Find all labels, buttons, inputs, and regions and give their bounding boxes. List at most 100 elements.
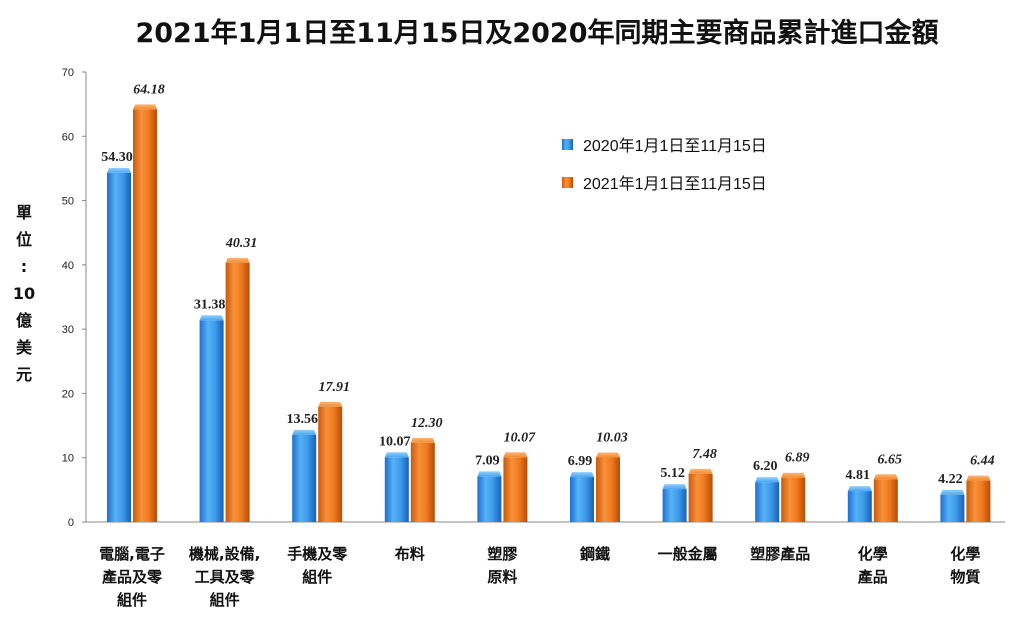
bar-group: [225, 257, 250, 522]
bar-group: [292, 429, 317, 522]
legend-item-2020: 2020年1月1日至11月15日: [562, 137, 767, 155]
bar-top: [384, 452, 409, 458]
bar-group: [847, 486, 872, 522]
bar-group: [662, 484, 687, 522]
bar-top: [503, 452, 528, 458]
bar-2021: [781, 477, 806, 522]
bar-2021: [318, 406, 343, 522]
legend-label-2021: 2021年1月1日至11月15日: [583, 175, 767, 193]
bar-top: [596, 452, 620, 458]
bar-top: [847, 486, 872, 492]
bar-top: [966, 475, 991, 481]
bar-2021: [966, 480, 991, 522]
bar-top: [570, 472, 594, 478]
category-label: 塑膠產品: [750, 545, 810, 563]
bar-2020: [199, 320, 224, 522]
bar-group: [966, 475, 991, 522]
y-tick-label: 60: [62, 131, 74, 143]
y-axis-label-char: :: [21, 257, 27, 276]
data-label-2021: 6.44: [970, 454, 995, 469]
bar-2021: [596, 457, 620, 522]
bar-group: [596, 452, 620, 522]
bar-2020: [384, 457, 409, 522]
category-label-line: 電腦,電子: [99, 545, 165, 563]
y-axis-label: 單位: 10 億美元: [13, 203, 35, 384]
bar-2021: [873, 479, 898, 522]
bar-top: [688, 468, 713, 474]
bar-top: [781, 472, 806, 478]
category-label-line: 手機及零: [287, 545, 348, 563]
bar-2020: [107, 172, 131, 522]
category-label-line: 工具及零: [195, 568, 256, 586]
bar-2020: [755, 482, 780, 522]
bar-group: [873, 474, 898, 522]
bar-top: [225, 257, 250, 263]
data-label-2021: 64.18: [133, 82, 165, 97]
bar-2021: [225, 262, 250, 522]
bar-group: [503, 452, 528, 522]
bar-top: [410, 437, 435, 443]
data-label-2021: 40.31: [225, 236, 258, 251]
y-tick-label: 0: [68, 517, 74, 529]
y-tick-label: 50: [62, 196, 74, 208]
bar-group: [107, 167, 131, 522]
bar-2020: [847, 491, 872, 522]
bar-2021: [133, 109, 157, 523]
data-label-2021: 10.03: [596, 431, 628, 446]
bar-group: [477, 471, 502, 522]
bar-top: [662, 484, 687, 490]
data-label-2020: 7.09: [475, 453, 500, 468]
bar-top: [133, 104, 157, 110]
bar-2021: [503, 457, 528, 522]
category-label-line: 化學: [858, 545, 888, 563]
legend-item-2021: 2021年1月1日至11月15日: [562, 175, 767, 193]
y-tick-label: 70: [62, 67, 74, 79]
data-label-2020: 4.81: [846, 468, 871, 483]
category-label-line: 化學: [950, 545, 980, 563]
bar-2020: [940, 494, 965, 522]
legend-label-2020: 2020年1月1日至11月15日: [583, 137, 767, 155]
data-label-2020: 10.07: [379, 434, 411, 449]
category-label-line: 布料: [395, 545, 425, 563]
data-label-2021: 7.48: [692, 447, 717, 462]
bar-top: [477, 471, 502, 477]
bar-top: [318, 401, 343, 407]
category-label-line: 組件: [117, 591, 147, 609]
data-label-2020: 4.22: [938, 472, 963, 487]
bar-group: [410, 437, 435, 522]
bar-series: 54.3064.1831.3840.3113.5617.9110.0712.30…: [101, 82, 995, 523]
category-label: 一般金屬: [658, 545, 718, 563]
bar-2020: [292, 434, 317, 522]
category-label-line: 組件: [210, 591, 240, 609]
legend-swatch-2021: [562, 177, 573, 188]
bar-top: [873, 474, 898, 480]
bar-group: [570, 472, 594, 522]
data-label-2020: 13.56: [286, 412, 318, 427]
data-label-2021: 10.07: [504, 430, 537, 445]
bar-group: [940, 489, 965, 522]
category-label-line: 產品及零: [101, 568, 163, 586]
y-axis-label-char: 位: [16, 230, 32, 249]
data-label-2021: 12.30: [411, 416, 443, 431]
bar-group: [133, 104, 157, 523]
chart-title: 2021年1月1日至11月15日及2020年同期主要商品累計進口金額: [135, 17, 938, 49]
data-label-2020: 6.99: [568, 454, 593, 469]
y-axis-label-char: 美: [16, 338, 33, 357]
bar-group: [199, 315, 224, 522]
category-label: 布料: [395, 545, 425, 563]
category-label-line: 塑膠: [487, 545, 517, 563]
y-axis-label-char: 10: [13, 284, 35, 303]
bar-2020: [662, 489, 687, 522]
bar-2021: [688, 473, 713, 522]
data-label-2020: 6.20: [753, 459, 778, 474]
bar-group: [781, 472, 806, 522]
bar-top: [755, 477, 780, 483]
category-label-line: 一般金屬: [658, 545, 718, 563]
